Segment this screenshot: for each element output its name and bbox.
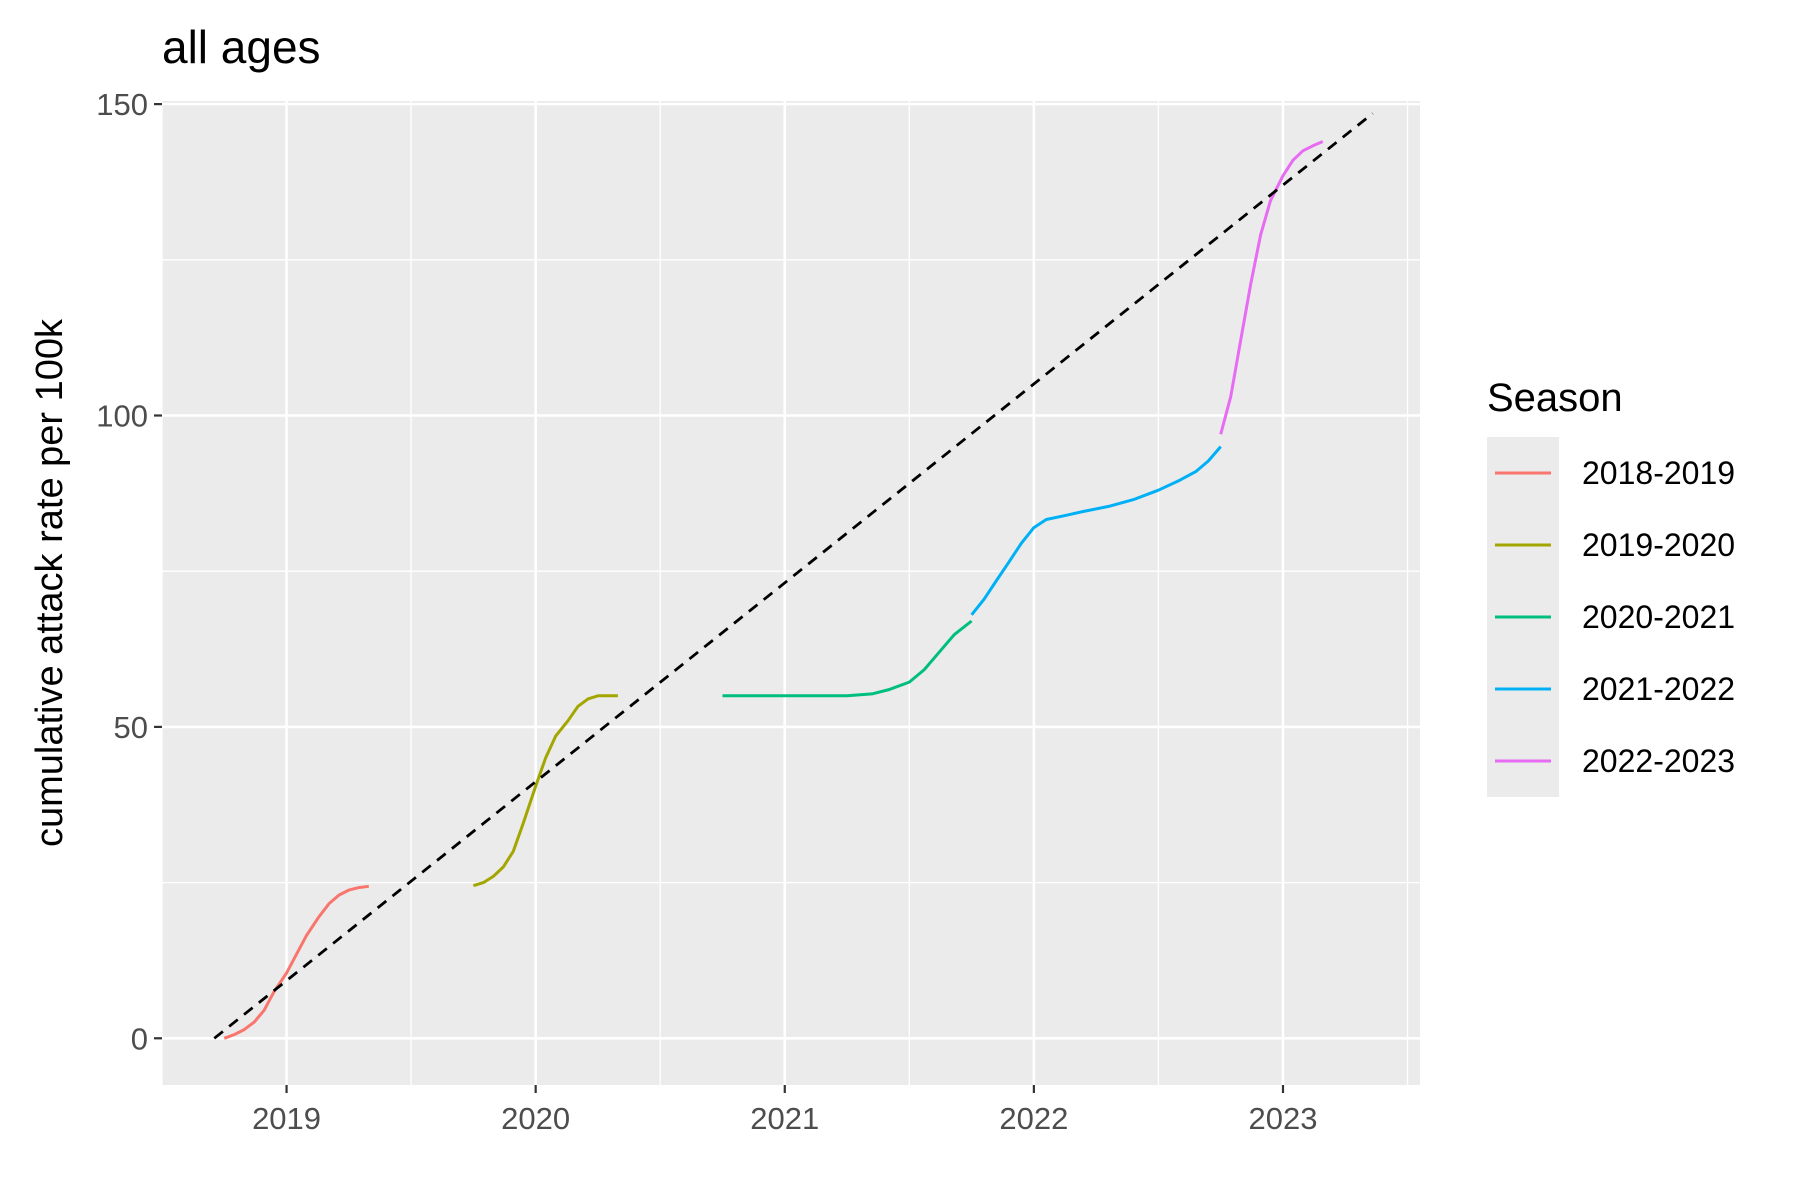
plot-area <box>161 101 1420 1085</box>
legend-label: 2019-2020 <box>1582 527 1735 563</box>
series-lines <box>223 140 1324 1040</box>
x-tick-label: 2019 <box>252 1101 321 1136</box>
x-tick-label: 2023 <box>1249 1101 1318 1136</box>
legend-label: 2018-2019 <box>1582 455 1735 491</box>
chart-title: all ages <box>162 21 321 73</box>
legend-item: 2019-2020 <box>1495 527 1735 563</box>
x-tick-label: 2020 <box>501 1101 570 1136</box>
legend-items: 2018-2019 2019-2020 2020-2021 2021-2022 2022… <box>1495 455 1735 779</box>
series-line-2022-2023 <box>1219 140 1324 435</box>
legend-label: 2020-2021 <box>1582 599 1735 635</box>
plot-background <box>162 101 1420 1085</box>
legend-label: 2022-2023 <box>1582 743 1735 779</box>
y-tick-label: 150 <box>96 87 148 122</box>
series-line-2018-2019 <box>223 884 369 1040</box>
minor-gridlines <box>161 101 1420 1085</box>
series-line-2021-2022 <box>970 445 1222 616</box>
y-axis-label: cumulative attack rate per 100k <box>29 318 71 847</box>
series-line-2020-2021 <box>722 619 973 698</box>
legend: Season 2018-2019 2019-2020 2020-2021 2021-2… <box>1487 376 1735 797</box>
x-tick-label: 2021 <box>750 1101 819 1136</box>
y-tick-label: 100 <box>96 399 148 434</box>
trend-reference-line <box>213 112 1374 1040</box>
legend-label: 2021-2022 <box>1582 671 1735 707</box>
x-axis: 2019 2020 2021 2022 2023 <box>252 1085 1317 1136</box>
legend-item: 2021-2022 <box>1495 671 1735 707</box>
legend-item: 2022-2023 <box>1495 743 1735 779</box>
x-tick-label: 2022 <box>999 1101 1068 1136</box>
y-tick-label: 50 <box>114 710 148 745</box>
legend-item: 2018-2019 <box>1495 455 1735 491</box>
series-line-2019-2020 <box>472 694 618 888</box>
y-axis: 0 50 100 150 <box>96 87 162 1056</box>
y-tick-label: 0 <box>131 1021 148 1056</box>
legend-title: Season <box>1487 376 1623 420</box>
major-gridlines <box>162 101 1420 1085</box>
legend-item: 2020-2021 <box>1495 599 1735 635</box>
